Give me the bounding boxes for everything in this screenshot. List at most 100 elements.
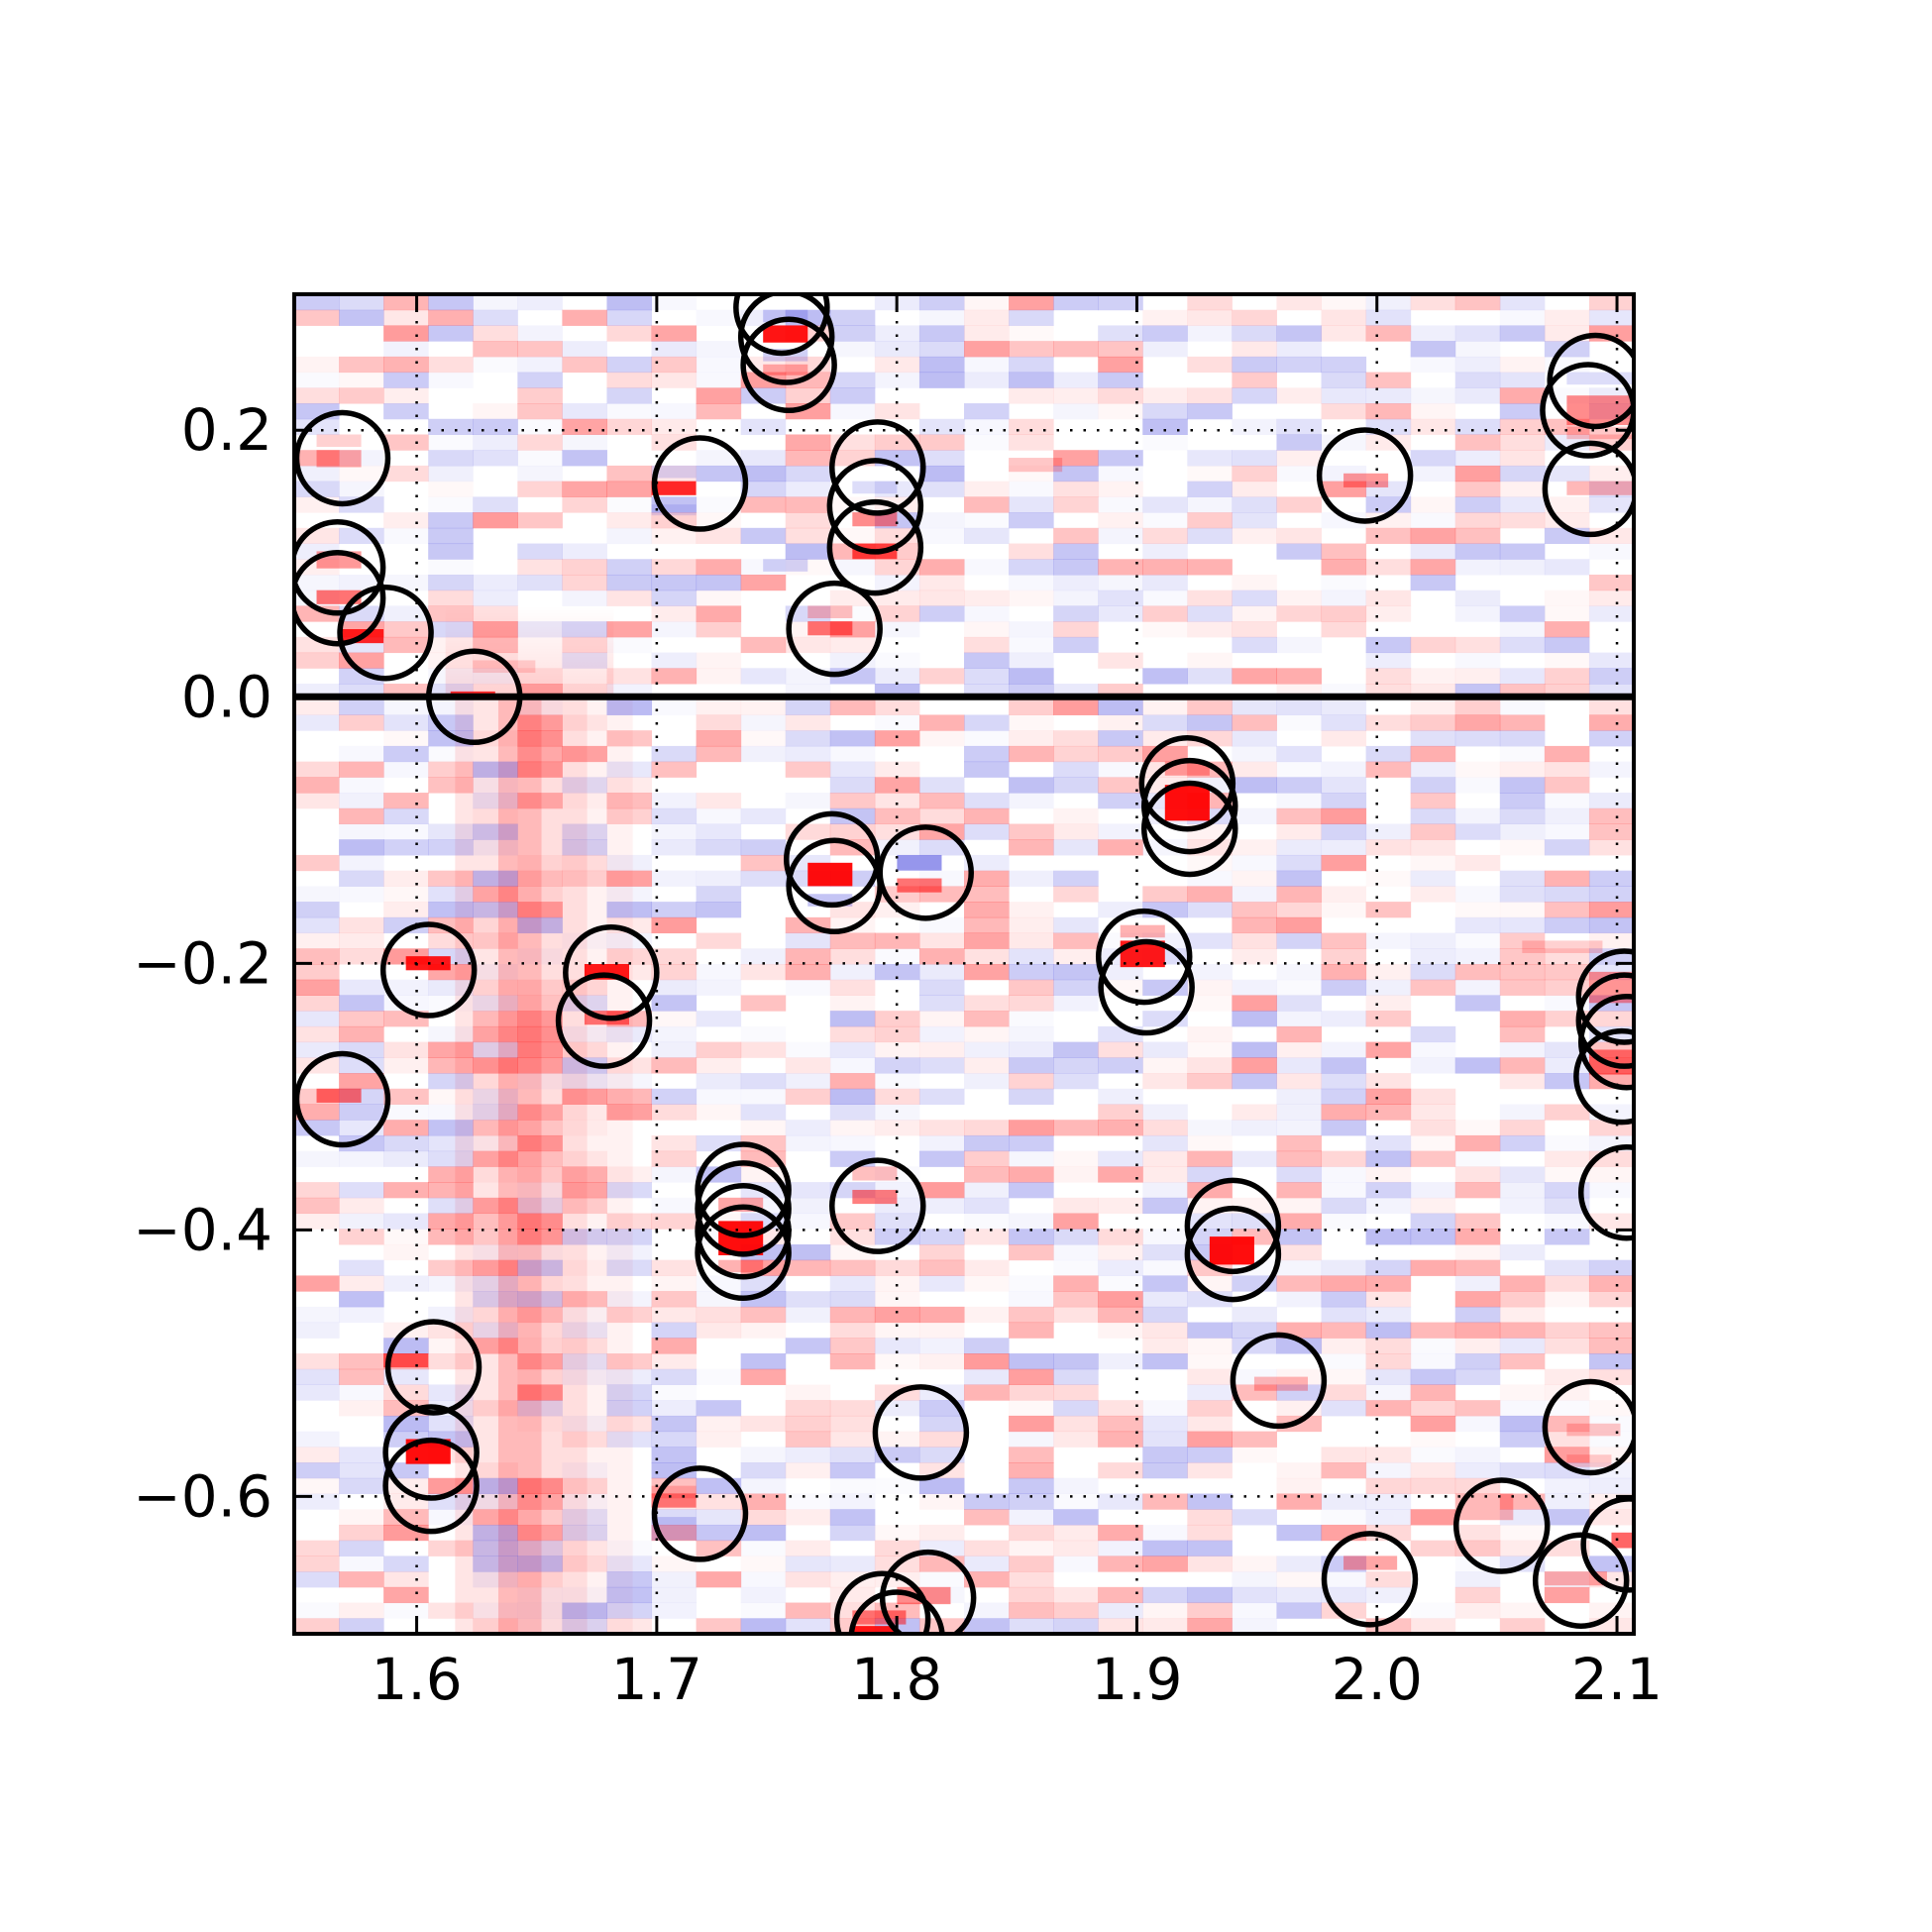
heatmap-cell (1321, 1556, 1367, 1572)
heatmap-cell (1232, 1011, 1277, 1027)
heatmap-cell (473, 1275, 518, 1292)
heatmap-cell (473, 512, 518, 529)
heatmap-cell (1142, 730, 1188, 747)
heatmap-cell (1544, 1462, 1590, 1479)
heatmap-cell (1545, 605, 1590, 621)
heatmap-cell (606, 777, 653, 794)
heatmap-cell (1187, 1447, 1233, 1463)
heatmap-cell (829, 1462, 876, 1479)
heatmap-cell (1232, 1368, 1277, 1385)
heatmap-cell (785, 465, 831, 483)
heatmap-cell (1588, 465, 1634, 483)
heatmap-cell (1455, 902, 1501, 917)
heatmap-cell (1365, 1384, 1412, 1401)
heatmap-cell (1009, 1384, 1054, 1401)
heatmap-cell (1544, 1104, 1590, 1121)
heatmap-cell (829, 1400, 876, 1417)
heatmap-cell (606, 1618, 653, 1634)
heatmap-cell (1276, 870, 1323, 887)
heatmap-cell (383, 403, 429, 420)
heatmap-cell (562, 450, 607, 467)
detection-circle (872, 1384, 970, 1481)
heatmap-cell (1187, 1291, 1233, 1308)
heatmap-cell (696, 403, 742, 420)
heatmap-cell (606, 730, 653, 747)
heatmap-cell (741, 1571, 787, 1587)
heatmap-cell (1410, 714, 1456, 731)
heatmap-cell (918, 995, 965, 1012)
heatmap-cell (1321, 1493, 1367, 1510)
heatmap-cell (1276, 356, 1323, 374)
heatmap-cell (830, 1478, 876, 1494)
heatmap-cell (1009, 1618, 1054, 1634)
heatmap-cell (562, 793, 607, 808)
heatmap-cell (517, 1400, 563, 1417)
heatmap-cell (1321, 356, 1367, 374)
heatmap-cell (1187, 1509, 1233, 1526)
heatmap-cell (1009, 309, 1054, 326)
heatmap-cell (428, 636, 474, 654)
heatmap-cell (830, 1120, 876, 1135)
heatmap-cell (1187, 886, 1233, 903)
heatmap-cell (1142, 1120, 1188, 1136)
heatmap-cell (785, 1213, 831, 1230)
heatmap-cell (918, 356, 965, 374)
heatmap-cell (1454, 668, 1501, 685)
heatmap-cell (1545, 653, 1590, 669)
heatmap-cell (964, 1134, 1010, 1152)
heatmap-cell (1499, 1011, 1546, 1027)
heatmap-cell (428, 1477, 474, 1495)
heatmap-cell (1276, 714, 1322, 730)
heatmap-cell (1142, 1229, 1188, 1245)
heatmap-cell (1410, 1259, 1456, 1276)
heatmap-cell (1545, 1291, 1590, 1307)
heatmap-cell (1187, 1415, 1233, 1433)
hot-cell (1544, 1571, 1607, 1586)
hot-cell (1253, 1376, 1309, 1391)
heatmap-cell (1187, 932, 1233, 949)
heatmap-cell (1232, 777, 1277, 794)
heatmap-cell (964, 1556, 1010, 1572)
heatmap-cell (1142, 1524, 1188, 1542)
heatmap-cell (1009, 1057, 1054, 1074)
heatmap-cell (829, 793, 876, 809)
heatmap-cell (1410, 1025, 1456, 1043)
heatmap-cell (1187, 902, 1233, 918)
heatmap-cell (1276, 1088, 1323, 1105)
heatmap-cell (606, 886, 653, 903)
heatmap-cell (294, 1182, 340, 1199)
heatmap-cell (1321, 964, 1367, 981)
heatmap-cell (1009, 590, 1054, 606)
heatmap-cell (383, 1057, 429, 1074)
heatmap-cell (606, 1368, 653, 1385)
heatmap-cell (696, 1493, 742, 1510)
heatmap-cell (1009, 932, 1054, 949)
heatmap-cell (473, 309, 518, 326)
heatmap-cell (785, 1291, 831, 1308)
heatmap-cell (1142, 1431, 1188, 1448)
heatmap-cell (785, 1462, 831, 1479)
heatmap-cell (339, 839, 384, 856)
heatmap-cell (829, 698, 876, 715)
heatmap-cell (1009, 839, 1054, 856)
heatmap-cell (1454, 714, 1501, 731)
heatmap-cell (294, 1213, 340, 1230)
heatmap-cell (383, 341, 429, 358)
heatmap-cell (651, 839, 698, 856)
heatmap-cell (697, 1089, 742, 1105)
heatmap-cell (1276, 762, 1322, 778)
heatmap-cell (1454, 1400, 1501, 1417)
heatmap-cell (1187, 481, 1233, 497)
heatmap-cell (294, 698, 340, 715)
heatmap-cell (829, 1556, 876, 1572)
heatmap-cell (1053, 1275, 1099, 1292)
heatmap-cell (1454, 450, 1501, 467)
heatmap-cell (1454, 496, 1501, 513)
heatmap-cell (829, 325, 876, 342)
heatmap-cell (473, 450, 518, 467)
heatmap-cell (1276, 980, 1322, 996)
heatmap-cell (964, 636, 1010, 654)
heatmap-cell (606, 902, 653, 918)
heatmap-cell (562, 1104, 607, 1121)
heatmap-cell (1053, 450, 1099, 467)
